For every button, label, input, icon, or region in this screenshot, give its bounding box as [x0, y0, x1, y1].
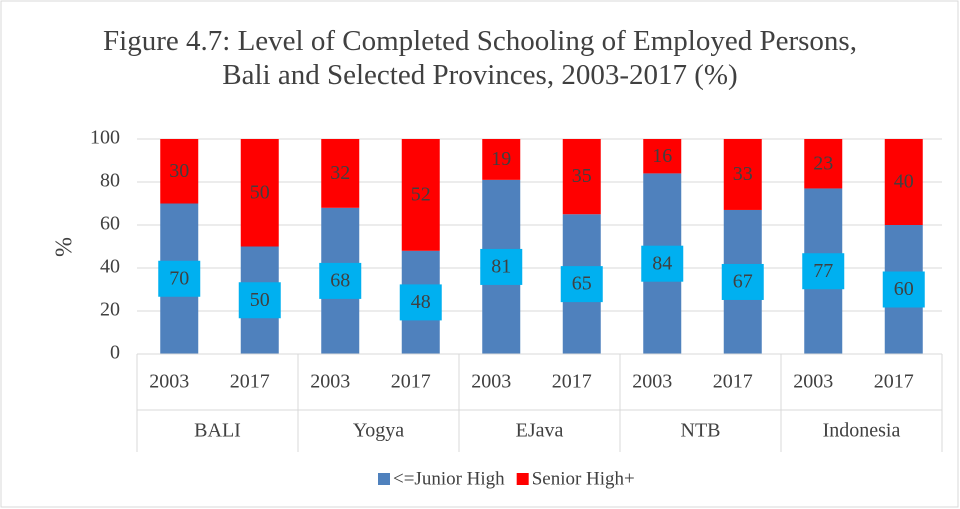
legend-swatch: [516, 473, 529, 485]
data-label: 60: [894, 278, 914, 300]
bar-segment: [884, 139, 923, 225]
data-label-box: [560, 266, 603, 303]
bar-segment: [643, 139, 682, 174]
y-tick-label: 40: [100, 256, 120, 278]
group-label: EJava: [516, 420, 564, 442]
legend-swatch: [378, 473, 390, 485]
data-label: 65: [572, 273, 592, 295]
x-tick-label: 2017: [713, 371, 753, 393]
bar-segment: [240, 139, 279, 247]
data-label-box: [480, 248, 523, 285]
x-tick-label: 2003: [310, 371, 350, 393]
data-label-box: [319, 262, 362, 299]
data-label: 81: [491, 256, 511, 278]
x-tick-label: 2003: [471, 371, 511, 393]
data-label: 30: [169, 160, 189, 182]
bar-segment: [401, 139, 440, 251]
data-label-box: [641, 245, 684, 282]
y-tick-label: 80: [100, 170, 120, 192]
group-label: BALI: [194, 420, 241, 442]
bar-segment: [482, 139, 521, 180]
data-label-box: [238, 282, 281, 319]
data-label: 19: [491, 148, 511, 170]
data-label-box: [399, 284, 442, 321]
group-label: NTB: [681, 420, 721, 442]
chart-title: Figure 4.7: Level of Completed Schooling…: [103, 25, 857, 91]
bar-segment: [804, 139, 843, 189]
data-label: 52: [411, 183, 431, 205]
data-label: 32: [330, 162, 350, 184]
x-tick-label: 2017: [391, 371, 431, 393]
bar-segment: [723, 139, 762, 210]
y-tick-label: 100: [90, 127, 120, 149]
x-tick-label: 2017: [874, 371, 914, 393]
group-label: Indonesia: [823, 420, 901, 442]
bar-segment: [562, 139, 601, 215]
data-label-box: [882, 271, 925, 308]
x-tick-label: 2017: [230, 371, 270, 393]
y-tick-label: 60: [100, 213, 120, 235]
y-tick-label: 20: [100, 299, 120, 321]
legend-label: Senior High+: [532, 468, 635, 489]
data-label: 77: [813, 260, 833, 282]
data-label: 70: [169, 267, 189, 289]
data-label: 35: [572, 165, 592, 187]
data-label-box: [721, 263, 764, 300]
data-label: 68: [330, 269, 350, 291]
x-tick-label: 2017: [552, 371, 592, 393]
data-label: 16: [652, 145, 672, 167]
x-tick-label: 2003: [149, 371, 189, 393]
y-axis-title: %: [52, 237, 78, 257]
x-tick-label: 2003: [632, 371, 672, 393]
data-label: 40: [894, 171, 914, 193]
y-tick-label: 0: [110, 342, 120, 364]
data-label-box: [802, 253, 845, 290]
data-label: 23: [813, 152, 833, 174]
data-label: 67: [733, 271, 753, 293]
data-label: 50: [250, 289, 270, 311]
data-label-box: [158, 260, 201, 297]
data-label: 48: [411, 291, 431, 313]
data-label: 33: [733, 163, 753, 185]
legend-label: <=Junior High: [393, 468, 505, 489]
bar-segment: [160, 139, 199, 204]
bar-segment: [321, 139, 360, 208]
x-tick-label: 2003: [793, 371, 833, 393]
group-label: Yogya: [353, 420, 404, 442]
data-label: 84: [652, 252, 672, 274]
data-label: 50: [250, 181, 270, 203]
